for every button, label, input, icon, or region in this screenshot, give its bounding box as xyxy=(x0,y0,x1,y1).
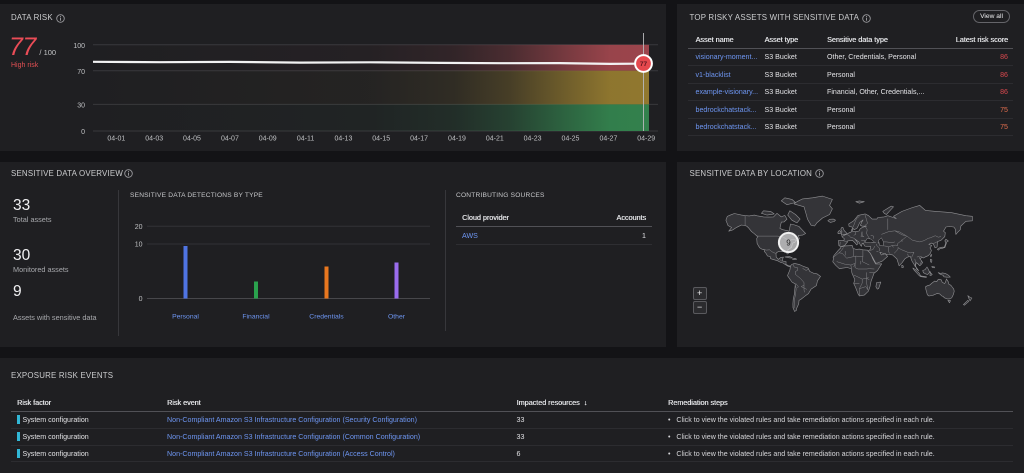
svg-text:04-21: 04-21 xyxy=(486,136,504,143)
svg-text:Financial: Financial xyxy=(242,314,270,321)
svg-text:100: 100 xyxy=(73,43,85,50)
svg-text:30: 30 xyxy=(77,103,85,110)
svg-text:Credentials: Credentials xyxy=(309,314,344,321)
svg-text:Other: Other xyxy=(388,314,406,321)
svg-text:04-03: 04-03 xyxy=(145,136,163,143)
svg-text:04-23: 04-23 xyxy=(524,136,542,143)
svg-text:0: 0 xyxy=(139,296,143,303)
svg-text:04-13: 04-13 xyxy=(334,136,352,143)
svg-text:04-29: 04-29 xyxy=(637,136,655,143)
svg-text:04-25: 04-25 xyxy=(562,136,580,143)
svg-text:04-05: 04-05 xyxy=(183,136,201,143)
svg-text:04-15: 04-15 xyxy=(372,136,390,143)
svg-text:9: 9 xyxy=(786,238,791,247)
svg-text:20: 20 xyxy=(135,224,143,231)
svg-text:04-17: 04-17 xyxy=(410,136,428,143)
svg-text:04-19: 04-19 xyxy=(448,136,466,143)
svg-text:04-09: 04-09 xyxy=(259,136,277,143)
svg-text:04-07: 04-07 xyxy=(221,136,239,143)
svg-text:Personal: Personal xyxy=(172,314,199,321)
svg-text:10: 10 xyxy=(135,242,143,249)
svg-text:0: 0 xyxy=(81,129,85,136)
svg-text:04-01: 04-01 xyxy=(107,136,125,143)
svg-text:70: 70 xyxy=(77,69,85,76)
svg-text:04-11: 04-11 xyxy=(297,136,314,143)
svg-text:04-27: 04-27 xyxy=(599,136,617,143)
svg-text:77: 77 xyxy=(640,61,648,68)
